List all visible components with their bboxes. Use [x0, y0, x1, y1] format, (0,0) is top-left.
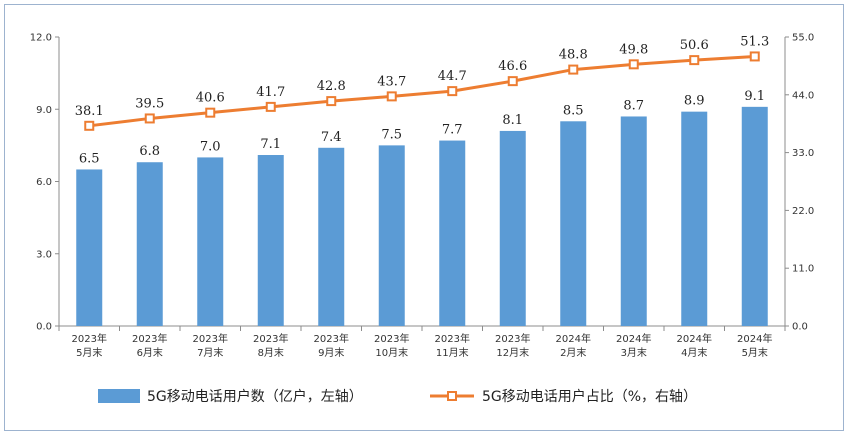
data-labels: 6.5 6.8 7.0 7.1 7.4 7.5 7.7 8.1 8.5 8.7 8.9 9.1 38.1… [75, 34, 769, 166]
left-tick-label: 3.0 [36, 249, 52, 260]
bar [136, 162, 163, 326]
x-tick-label-month: 11月末 [436, 346, 469, 359]
line-marker [144, 113, 155, 124]
line-value-label: 48.8 [559, 48, 588, 63]
x-tick-label-year: 2023年 [435, 332, 470, 345]
legend-swatch-marker [447, 391, 457, 401]
legend-label-bar: 5G移动电话用户数（亿户，左轴） [147, 388, 363, 405]
line-marker [568, 64, 579, 75]
line-value-label: 44.7 [438, 69, 467, 84]
line-marker [628, 59, 639, 70]
x-tick-label-month: 9月末 [318, 346, 344, 359]
x-tick-label-month: 4月末 [681, 346, 707, 359]
x-tick-label-month: 6月末 [137, 346, 163, 359]
bar [499, 130, 526, 326]
right-tick-label: 22.0 [792, 206, 814, 217]
bar-value-label: 6.5 [79, 151, 100, 166]
x-tick-label-year: 2023年 [374, 332, 409, 345]
x-tick-label-year: 2024年 [556, 332, 591, 345]
x-tick-label-year: 2024年 [737, 332, 772, 345]
line-marker [84, 120, 95, 131]
bar-value-label: 9.1 [744, 89, 765, 104]
line-path [89, 54, 755, 128]
right-tick-label: 33.0 [792, 148, 814, 159]
line-value-label: 43.7 [377, 74, 406, 89]
x-tick-label-year: 2023年 [495, 332, 530, 345]
line-marker [265, 101, 276, 112]
line-value-label: 46.6 [498, 59, 527, 74]
line-marker [749, 51, 760, 62]
x-tick-label-year: 2023年 [193, 332, 228, 345]
bar-value-label: 7.0 [200, 139, 221, 154]
bar-value-label: 7.4 [321, 130, 342, 145]
bar-value-label: 6.8 [139, 144, 160, 159]
right-tick-label: 44.0 [792, 90, 814, 101]
bar [257, 155, 284, 326]
right-tick-label: 55.0 [792, 33, 814, 44]
line-marker [689, 55, 700, 66]
bar-value-label: 7.7 [442, 123, 463, 138]
x-tick-label-month: 8月末 [258, 346, 284, 359]
line-marker [326, 96, 337, 107]
x-tick-label-month: 7月末 [197, 346, 223, 359]
bar-value-label: 7.5 [381, 127, 402, 142]
left-tick-label: 9.0 [36, 105, 52, 116]
bar-value-label: 8.1 [502, 113, 523, 128]
legend-label-line: 5G移动电话用户占比（%，右轴） [482, 388, 697, 405]
line-marker [386, 91, 397, 102]
line-value-label: 38.1 [75, 104, 104, 119]
legend: 5G移动电话用户数（亿户，左轴） 5G移动电话用户占比（%，右轴） [98, 388, 697, 405]
x-tick-label-month: 3月末 [621, 346, 647, 359]
bar [76, 169, 103, 326]
left-tick-label: 0.0 [36, 322, 52, 333]
bar-series [76, 106, 768, 327]
line-value-label: 42.8 [317, 79, 346, 94]
bar [318, 147, 345, 326]
left-tick-label: 6.0 [36, 177, 52, 188]
bar [620, 116, 647, 326]
x-tick-label-year: 2023年 [314, 332, 349, 345]
x-tick-label-year: 2024年 [616, 332, 651, 345]
x-tick-label-month: 5月末 [742, 346, 768, 359]
right-tick-label: 11.0 [792, 264, 814, 275]
line-marker [447, 86, 458, 97]
legend-swatch-bar [98, 389, 140, 403]
bar-value-label: 7.1 [260, 137, 281, 152]
line-marker [507, 76, 518, 87]
x-tick-label-month: 12月末 [496, 346, 529, 359]
x-tick-label-month: 10月末 [375, 346, 408, 359]
line-value-label: 40.6 [196, 91, 225, 106]
x-tick-label-year: 2023年 [253, 332, 288, 345]
left-tick-label: 12.0 [30, 33, 52, 44]
bar [197, 157, 224, 326]
line-series [84, 51, 760, 131]
bar [681, 111, 708, 327]
x-tick-label-year: 2024年 [677, 332, 712, 345]
line-value-label: 49.8 [619, 42, 648, 57]
line-value-label: 51.3 [740, 34, 769, 49]
line-value-label: 39.5 [135, 96, 164, 111]
bar-value-label: 8.5 [563, 103, 584, 118]
bar [439, 140, 466, 326]
bar [378, 145, 405, 326]
right-tick-label: 0.0 [792, 322, 808, 333]
axes: 0.0 3.0 6.0 9.0 12.0 0.0 11.0 22.0 33.0 44.0 55.0 2… [30, 33, 815, 360]
line-value-label: 41.7 [256, 85, 285, 100]
x-tick-label-month: 5月末 [76, 346, 102, 359]
x-tick-label-month: 2月末 [560, 346, 586, 359]
line-value-label: 50.6 [680, 38, 709, 53]
x-tick-label-year: 2023年 [72, 332, 107, 345]
bar [560, 121, 587, 327]
line-marker [205, 107, 216, 118]
bar-value-label: 8.7 [623, 98, 644, 113]
x-tick-label-year: 2023年 [132, 332, 167, 345]
bar [741, 106, 768, 326]
bar-value-label: 8.9 [684, 94, 705, 109]
